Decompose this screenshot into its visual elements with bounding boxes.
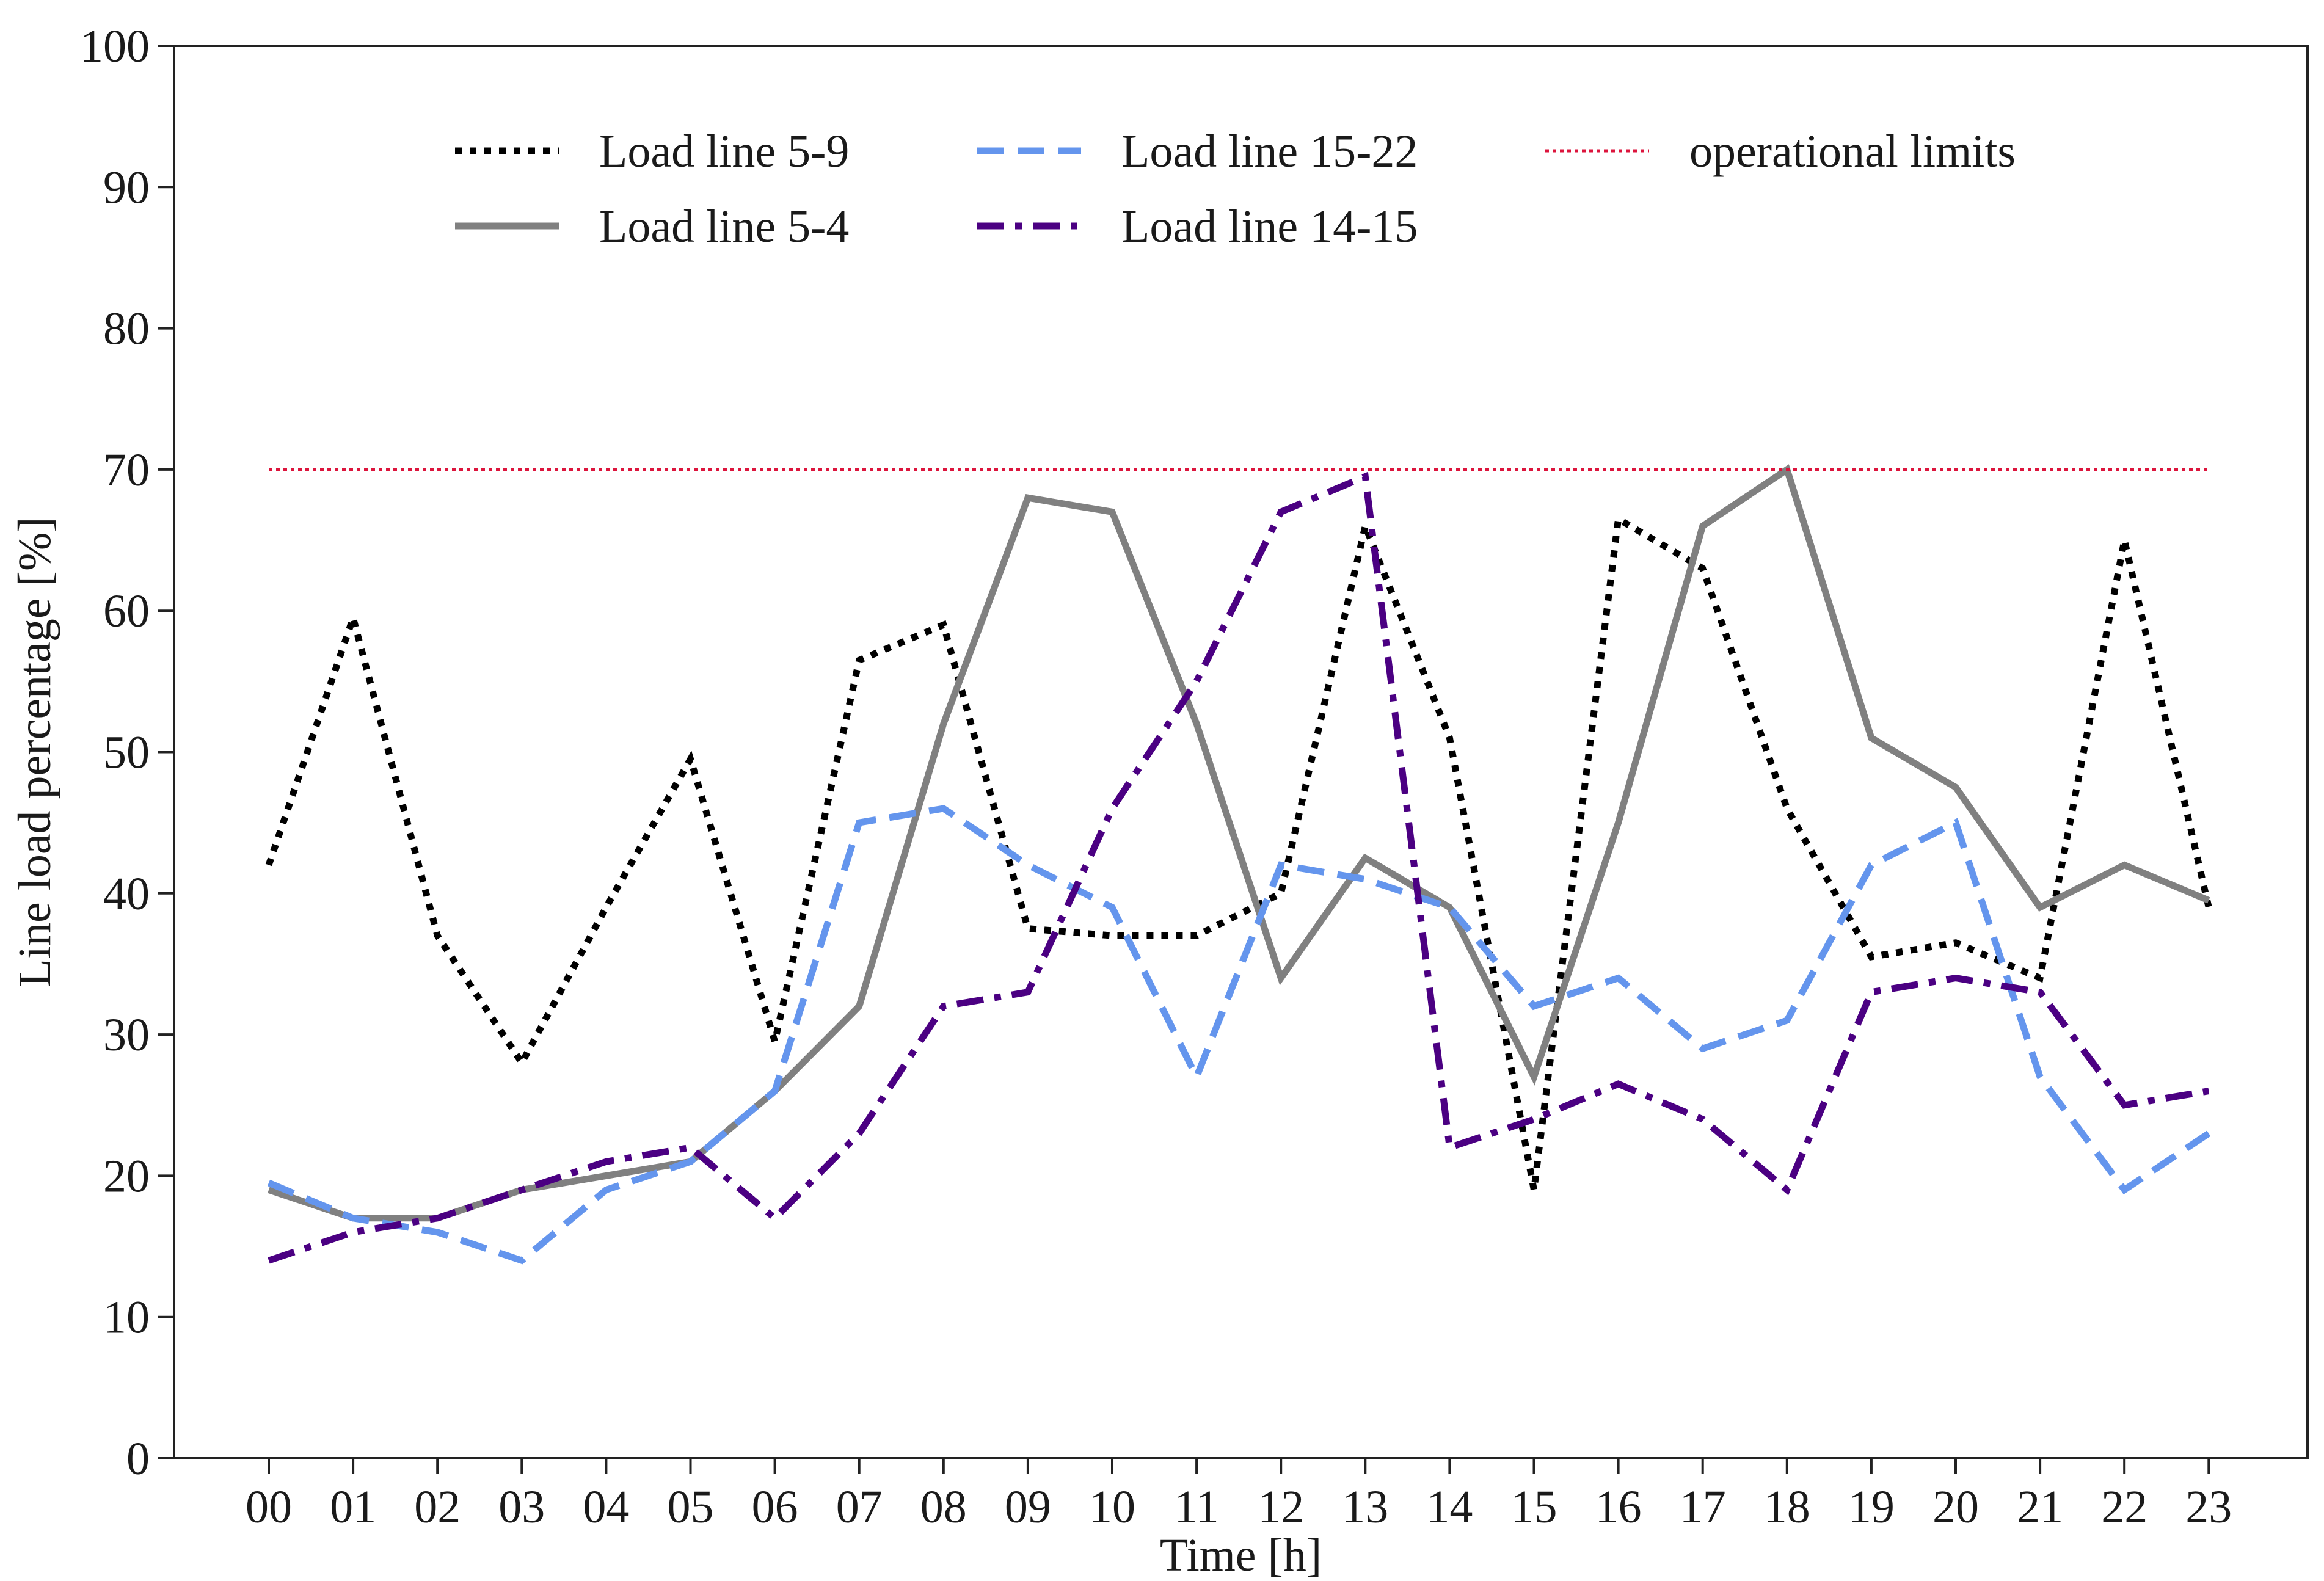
x-tick-label: 13 xyxy=(1342,1481,1388,1533)
x-tick-label: 14 xyxy=(1426,1481,1473,1533)
x-tick-label: 21 xyxy=(2017,1481,2063,1533)
x-tick-label: 04 xyxy=(583,1481,629,1533)
x-axis-label: Time [h] xyxy=(1160,1530,1322,1578)
data-point xyxy=(774,1041,775,1042)
y-tick-label: 80 xyxy=(103,303,150,355)
x-tick-label: 10 xyxy=(1089,1481,1135,1533)
x-tick-label: 16 xyxy=(1595,1481,1642,1533)
x-tick-label: 15 xyxy=(1511,1481,1557,1533)
y-tick-label: 0 xyxy=(126,1433,150,1485)
x-tick-label: 02 xyxy=(414,1481,461,1533)
legend-label: Load line 5-4 xyxy=(599,201,849,252)
x-tick-label: 17 xyxy=(1680,1481,1726,1533)
y-tick-label: 50 xyxy=(103,727,150,779)
legend-label: Load line 15-22 xyxy=(1121,126,1418,177)
data-point xyxy=(2040,469,2041,470)
legend: Load line 5-9 Load line 5-4 Load line 15-2… xyxy=(455,126,2016,252)
plot-frame xyxy=(173,45,2309,1459)
data-point xyxy=(1449,1147,1450,1148)
x-tick-label: 18 xyxy=(1764,1481,1810,1533)
series-group xyxy=(265,464,2212,1265)
y-tick-label: 30 xyxy=(103,1009,150,1061)
y-tick-label: 40 xyxy=(103,868,150,920)
x-tick-label: 20 xyxy=(1932,1481,1979,1533)
x-tick-label: 01 xyxy=(330,1481,376,1533)
x-tick-label: 19 xyxy=(1848,1481,1895,1533)
data-point xyxy=(690,1147,691,1148)
x-tick-label: 03 xyxy=(498,1481,545,1533)
series-line-load-line-5-4 xyxy=(268,464,2210,1222)
y-tick-label: 70 xyxy=(103,445,150,496)
data-point xyxy=(1618,518,1619,519)
legend-label: Load line 5-9 xyxy=(599,126,849,177)
x-tick-label: 22 xyxy=(2101,1481,2147,1533)
series-line-load-line-14-15 xyxy=(268,471,2210,1264)
axes-group: 0 10 20 30 40 50 60 70 80 90 100 00 01 02 03 04 05 06 07 08… xyxy=(80,21,2309,1533)
x-tick-label: 06 xyxy=(752,1481,798,1533)
data-point xyxy=(690,469,691,470)
legend-label: Load line 14-15 xyxy=(1121,201,1418,252)
data-point xyxy=(1027,928,1028,929)
data-point xyxy=(1365,469,1366,470)
x-tick-label: 09 xyxy=(1005,1481,1051,1533)
x-tick-label: 11 xyxy=(1175,1481,1219,1533)
data-point xyxy=(353,617,354,618)
legend-label: operational limits xyxy=(1689,126,2016,177)
data-point xyxy=(1027,469,1028,470)
x-tick-label: 05 xyxy=(668,1481,714,1533)
data-point xyxy=(1702,469,1703,470)
x-tick-label: 08 xyxy=(920,1481,967,1533)
x-tick-label: 00 xyxy=(246,1481,292,1533)
y-tick-label: 90 xyxy=(103,162,150,213)
x-tick-label: 07 xyxy=(836,1481,883,1533)
y-axis-label: Line load percentage [%] xyxy=(9,517,60,987)
y-tick-label: 60 xyxy=(103,586,150,637)
y-tick-label: 10 xyxy=(103,1292,150,1343)
x-tick-label: 12 xyxy=(1258,1481,1304,1533)
y-tick-label: 20 xyxy=(103,1150,150,1202)
y-tick-label: 100 xyxy=(80,21,150,72)
series-line-load-line-15-22 xyxy=(267,805,2211,1265)
x-tick-label: 23 xyxy=(2185,1481,2232,1533)
series-line-load-line-5-9 xyxy=(265,513,2212,1191)
